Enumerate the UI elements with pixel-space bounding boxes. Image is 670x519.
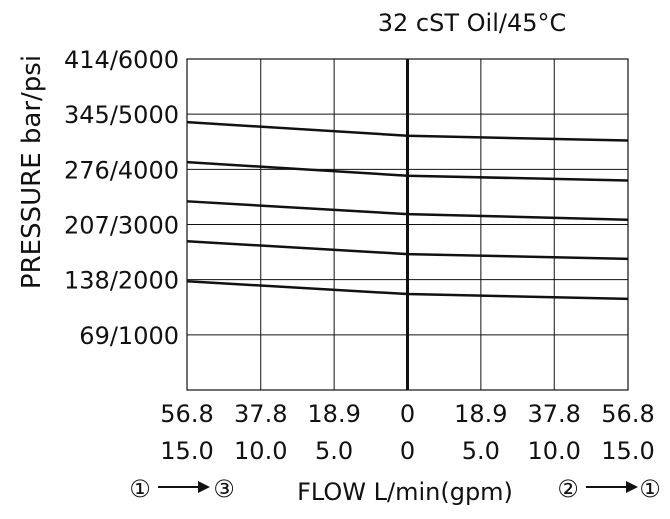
direction-left-arrowhead bbox=[198, 481, 210, 493]
y-tick-label: 345/5000 bbox=[64, 101, 179, 129]
x-tick-label-gpm: 15.0 bbox=[601, 437, 654, 465]
x-tick-label-lpm: 56.8 bbox=[160, 400, 213, 428]
chart-title: 32 cST Oil/45°C bbox=[378, 9, 567, 37]
x-tick-label-gpm: 5.0 bbox=[315, 437, 353, 465]
series-layer bbox=[186, 120, 629, 301]
direction-left-from: ① bbox=[129, 475, 151, 503]
y-tick-label: 69/1000 bbox=[79, 322, 179, 350]
x-tick-label-lpm: 37.8 bbox=[528, 400, 581, 428]
y-tick-label: 276/4000 bbox=[64, 156, 179, 184]
x-tick-label-gpm: 10.0 bbox=[234, 437, 287, 465]
x-tick-label-lpm: 18.9 bbox=[307, 400, 360, 428]
y-tick-label: 414/6000 bbox=[64, 46, 179, 74]
pressure-curve-5 bbox=[186, 280, 629, 301]
y-tick-label: 138/2000 bbox=[64, 267, 179, 295]
direction-right-from: ② bbox=[557, 475, 579, 503]
direction-left-to: ③ bbox=[213, 475, 235, 503]
x-tick-label-gpm: 5.0 bbox=[462, 437, 500, 465]
pressure-curve-2 bbox=[186, 160, 629, 182]
x-axis-label: FLOW L/min(gpm) bbox=[297, 478, 513, 506]
pressure-curve-4 bbox=[186, 240, 629, 261]
label-layer: 69/1000 138/2000 207/3000 276/4000 345/5000 4… bbox=[64, 46, 655, 465]
y-axis-label: PRESSURE bar/psi bbox=[17, 55, 47, 289]
pressure-curve-3 bbox=[186, 200, 629, 221]
x-tick-label-lpm: 37.8 bbox=[234, 400, 287, 428]
x-tick-label-lpm: 56.8 bbox=[601, 400, 654, 428]
x-tick-label-gpm: 15.0 bbox=[160, 437, 213, 465]
pressure-curve-1 bbox=[186, 120, 629, 142]
grid-layer bbox=[186, 58, 629, 391]
x-tick-label-gpm: 10.0 bbox=[528, 437, 581, 465]
direction-right-arrowhead bbox=[626, 481, 638, 493]
y-tick-label: 207/3000 bbox=[64, 212, 179, 240]
x-tick-label-lpm: 0 bbox=[400, 400, 415, 428]
x-tick-label-gpm: 0 bbox=[400, 437, 415, 465]
x-tick-label-lpm: 18.9 bbox=[454, 400, 507, 428]
direction-right-to: ① bbox=[639, 475, 661, 503]
